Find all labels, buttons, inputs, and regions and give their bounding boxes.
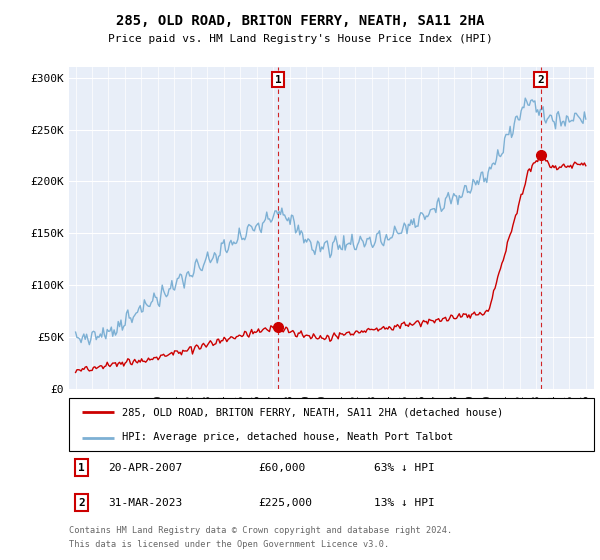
Text: 285, OLD ROAD, BRITON FERRY, NEATH, SA11 2HA (detached house): 285, OLD ROAD, BRITON FERRY, NEATH, SA11…: [121, 408, 503, 418]
Text: HPI: Average price, detached house, Neath Port Talbot: HPI: Average price, detached house, Neat…: [121, 432, 453, 442]
Text: Contains HM Land Registry data © Crown copyright and database right 2024.: Contains HM Land Registry data © Crown c…: [69, 526, 452, 535]
Text: 31-MAR-2023: 31-MAR-2023: [109, 498, 182, 507]
Text: Price paid vs. HM Land Registry's House Price Index (HPI): Price paid vs. HM Land Registry's House …: [107, 34, 493, 44]
Text: 2: 2: [537, 74, 544, 85]
Text: 20-APR-2007: 20-APR-2007: [109, 463, 182, 473]
Text: 63% ↓ HPI: 63% ↓ HPI: [373, 463, 434, 473]
Text: 285, OLD ROAD, BRITON FERRY, NEATH, SA11 2HA: 285, OLD ROAD, BRITON FERRY, NEATH, SA11…: [116, 14, 484, 28]
Text: £60,000: £60,000: [258, 463, 305, 473]
Text: 1: 1: [79, 463, 85, 473]
Text: 1: 1: [275, 74, 281, 85]
Text: This data is licensed under the Open Government Licence v3.0.: This data is licensed under the Open Gov…: [69, 540, 389, 549]
Text: 2: 2: [79, 498, 85, 507]
Text: 13% ↓ HPI: 13% ↓ HPI: [373, 498, 434, 507]
Text: £225,000: £225,000: [258, 498, 312, 507]
FancyBboxPatch shape: [69, 398, 594, 451]
